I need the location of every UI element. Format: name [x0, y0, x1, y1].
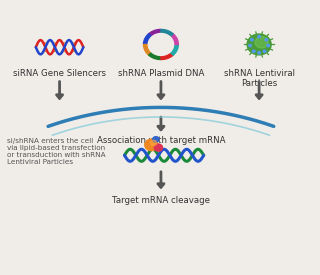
Circle shape — [145, 139, 158, 151]
Polygon shape — [170, 45, 178, 55]
Polygon shape — [143, 45, 152, 55]
Polygon shape — [148, 53, 161, 59]
Circle shape — [249, 44, 252, 47]
Text: siRNA Gene Silencers: siRNA Gene Silencers — [13, 69, 106, 78]
Text: shRNA Plasmid DNA: shRNA Plasmid DNA — [118, 69, 204, 78]
Text: Target mRNA cleavage: Target mRNA cleavage — [112, 196, 210, 205]
Circle shape — [252, 50, 255, 52]
Text: si/shRNA enters the cell
via lipid-based transfection
or transduction with shRNA: si/shRNA enters the cell via lipid-based… — [7, 138, 106, 164]
Circle shape — [148, 34, 174, 56]
Circle shape — [150, 140, 157, 146]
Circle shape — [247, 34, 271, 55]
Circle shape — [258, 35, 260, 38]
Polygon shape — [161, 29, 173, 37]
Polygon shape — [143, 34, 152, 45]
Text: shRNA Lentiviral
Particles: shRNA Lentiviral Particles — [224, 69, 295, 89]
Polygon shape — [161, 53, 173, 59]
Circle shape — [154, 144, 163, 151]
Circle shape — [265, 39, 268, 41]
Polygon shape — [148, 29, 161, 37]
Circle shape — [258, 52, 260, 54]
Circle shape — [251, 39, 253, 41]
Circle shape — [263, 50, 266, 52]
Circle shape — [255, 37, 268, 48]
Circle shape — [153, 137, 159, 142]
Circle shape — [267, 44, 269, 47]
Text: Association with target mRNA: Association with target mRNA — [97, 136, 225, 145]
Polygon shape — [170, 34, 178, 45]
